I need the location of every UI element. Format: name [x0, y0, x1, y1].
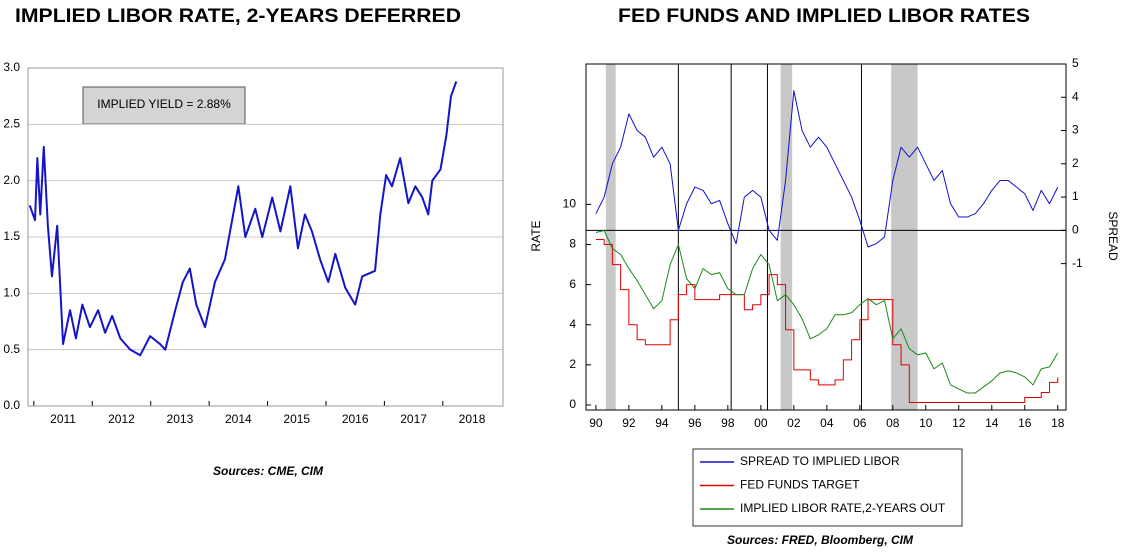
legend-label: SPREAD TO IMPLIED LIBOR: [740, 454, 900, 468]
y-tick-label: 10: [563, 197, 577, 211]
annotation: IMPLIED YIELD = 2.88%: [97, 97, 231, 111]
x-tick-label: 2012: [108, 412, 135, 426]
legend-box: [692, 448, 963, 527]
chart-title: IMPLIED LIBOR RATE, 2-YEARS DEFERRED: [15, 6, 461, 27]
x-tick-label: 00: [754, 416, 768, 430]
y-tick-label: 0: [569, 397, 576, 411]
y-tick-label: 2: [569, 357, 576, 371]
x-tick-label: 90: [589, 416, 603, 430]
x-tick-label: 2016: [342, 412, 369, 426]
y-tick-label: 4: [569, 317, 576, 331]
y2-axis-label: SPREAD: [1106, 211, 1120, 261]
y-tick-label: 1.0: [3, 286, 20, 300]
y-tick-label: 2.5: [3, 117, 20, 131]
shaded-range: [891, 64, 918, 410]
y-tick-label: 8: [569, 237, 576, 251]
y-tick-label: 1.5: [3, 229, 20, 243]
x-tick-label: 12: [952, 416, 966, 430]
y2-tick-label: -1: [1072, 256, 1083, 270]
legend-label: FED FUNDS TARGET: [740, 478, 860, 492]
x-tick-label: 92: [622, 416, 636, 430]
y-tick-label: 0.5: [3, 342, 20, 356]
x-tick-label: 2013: [167, 412, 194, 426]
shaded-range: [780, 64, 793, 410]
x-tick-label: 2015: [283, 412, 310, 426]
plot-frame: [27, 67, 504, 407]
x-tick-label: 02: [787, 416, 801, 430]
y2-tick-label: 3: [1072, 123, 1079, 137]
plot-frame: [585, 63, 1067, 411]
legend-label: IMPLIED LIBOR RATE,2-YEARS OUT: [740, 501, 946, 515]
y-axis-label: RATE: [529, 220, 543, 251]
x-tick-label: 2014: [225, 412, 252, 426]
source: Sources: FRED, Bloomberg, CIM: [727, 533, 914, 547]
x-tick-label: 06: [853, 416, 867, 430]
y2-tick-label: 5: [1072, 56, 1079, 70]
y-tick-label: 3.0: [3, 60, 20, 74]
x-tick-label: 94: [655, 416, 669, 430]
x-tick-label: 2018: [459, 412, 486, 426]
chart-title: FED FUNDS AND IMPLIED LIBOR RATES: [618, 6, 1030, 27]
x-tick-label: 04: [820, 416, 834, 430]
source: Sources: CME, CIM: [213, 464, 324, 478]
y2-tick-label: 2: [1072, 156, 1079, 170]
line-series: [595, 229, 1059, 394]
y2-tick-label: 0: [1072, 223, 1079, 237]
x-tick-label: 10: [919, 416, 933, 430]
x-tick-label: 16: [1018, 416, 1032, 430]
y-tick-label: 0.0: [3, 398, 20, 412]
x-tick-label: 2011: [50, 412, 76, 426]
x-tick-label: 96: [688, 416, 702, 430]
y2-tick-label: 1: [1072, 189, 1079, 203]
y2-tick-label: 4: [1072, 89, 1079, 103]
line-series: [595, 239, 1059, 403]
line-series: [595, 90, 1059, 248]
x-tick-label: 08: [886, 416, 900, 430]
shaded-range: [605, 64, 616, 410]
x-tick-label: 2017: [400, 412, 427, 426]
x-tick-label: 98: [721, 416, 735, 430]
y-tick-label: 2.0: [3, 173, 20, 187]
line-series: [28, 81, 458, 357]
x-tick-label: 18: [1051, 416, 1065, 430]
y-tick-label: 6: [569, 277, 576, 291]
x-tick-label: 14: [985, 416, 999, 430]
